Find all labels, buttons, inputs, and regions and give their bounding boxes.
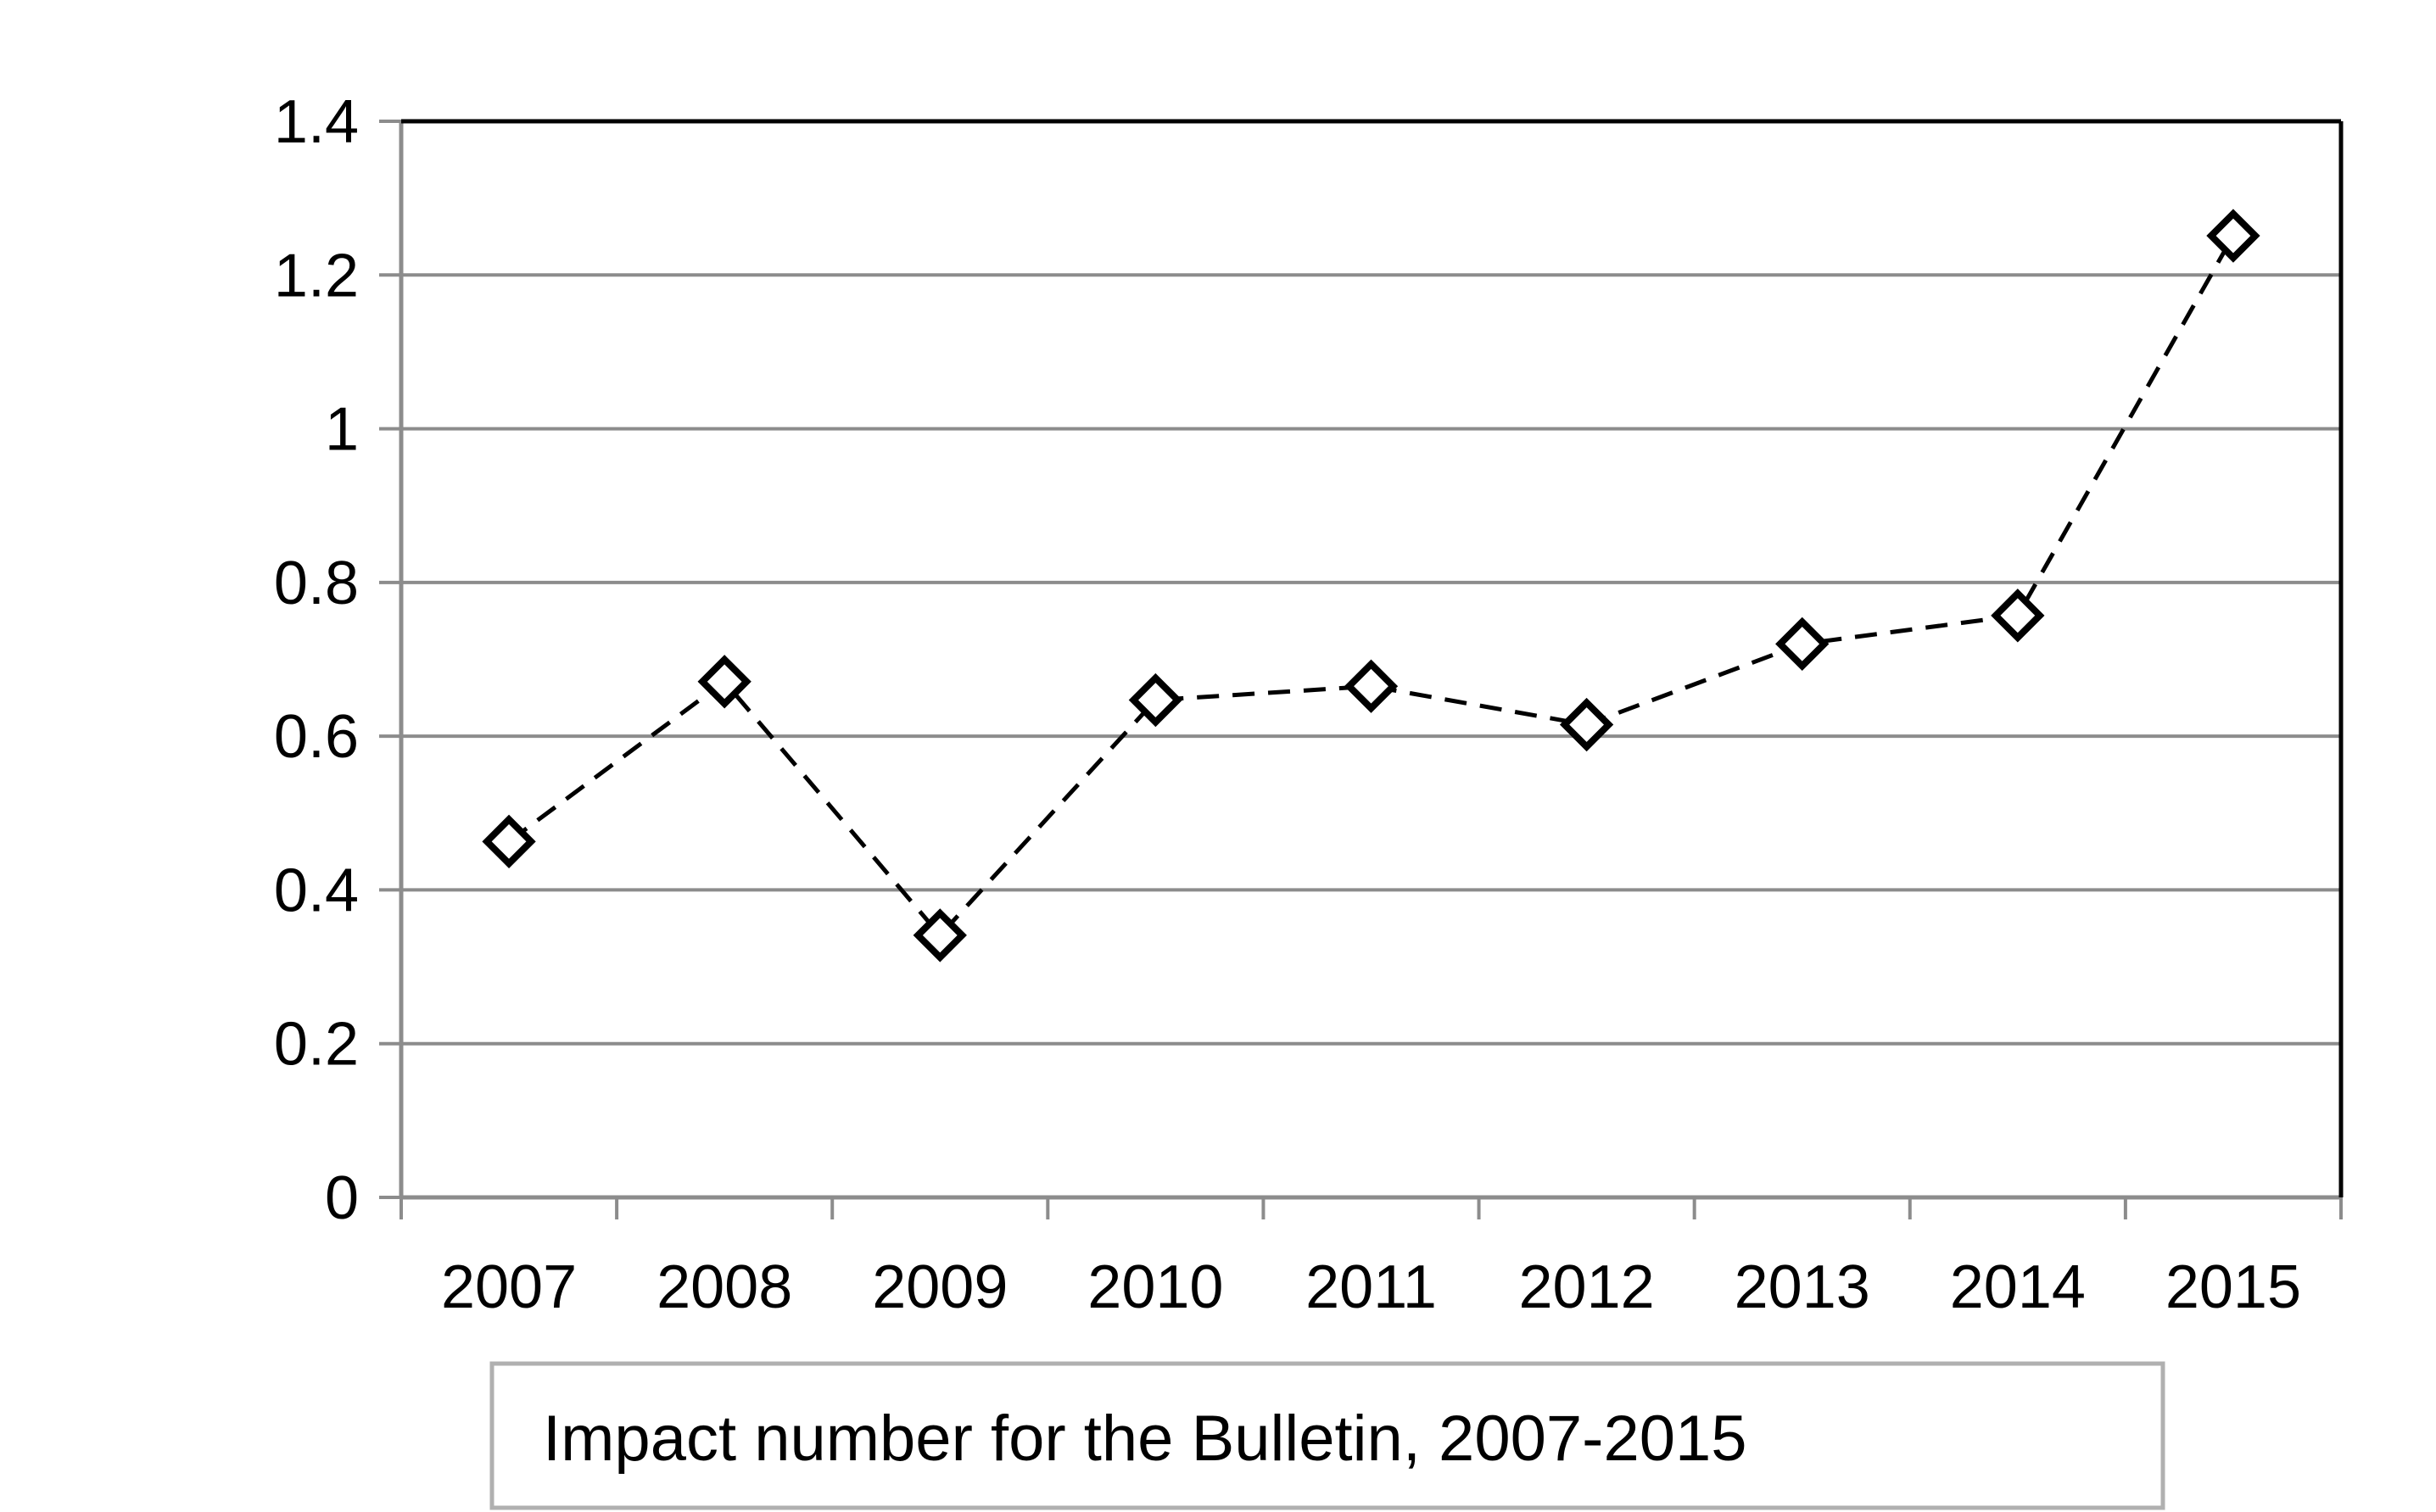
x-tick-label: 2008: [656, 1253, 792, 1321]
data-point-2013: [1775, 617, 1830, 672]
data-point-2011: [1344, 659, 1399, 713]
y-axis: 0 0.2 0.4 0.6 0.8 1 1.2 1.4: [274, 88, 401, 1232]
x-tick-label: 2010: [1087, 1253, 1223, 1321]
x-tick-label: 2009: [872, 1253, 1008, 1321]
y-tick-label: 0.2: [274, 1011, 359, 1079]
data-point-2015: [2206, 209, 2260, 263]
y-tick-label: 1.2: [274, 242, 359, 310]
legend-box: [489, 1361, 2165, 1510]
x-tick-label: 2007: [441, 1253, 577, 1321]
legend-label: Impact number for the Bulletin, 2007-201…: [543, 1403, 1747, 1475]
x-tick-label: 2013: [1735, 1253, 1870, 1321]
gridlines: [401, 120, 2341, 1046]
x-tick-label: 2014: [1950, 1253, 2086, 1321]
data-point-2014: [1991, 589, 2045, 643]
x-tick-label: 2012: [1519, 1253, 1655, 1321]
plot-frame: [399, 119, 2344, 1200]
data-point-2007: [482, 814, 536, 868]
series-markers: [482, 209, 2260, 962]
series-line-path: [507, 234, 2236, 939]
y-tick-label: 0.4: [274, 856, 359, 924]
data-point-2010: [1128, 672, 1183, 728]
x-axis: 2007 2008 2009 2010 2011 2012 2013 2014 2015: [399, 1197, 2343, 1321]
y-tick-label: 0.6: [274, 703, 359, 771]
y-tick-label: 0: [325, 1164, 359, 1232]
data-point-2009: [913, 908, 967, 962]
data-point-2008: [697, 655, 751, 709]
y-tick-label: 1: [325, 396, 359, 464]
legend: Impact number for the Bulletin, 2007-201…: [489, 1361, 2165, 1510]
y-tick-label: 1.4: [274, 88, 359, 156]
series-line: [507, 234, 2236, 939]
x-tick-label: 2015: [2165, 1253, 2301, 1321]
y-tick-label: 0.8: [274, 550, 359, 617]
data-point-2012: [1559, 697, 1614, 752]
x-tick-label: 2011: [1305, 1253, 1437, 1321]
